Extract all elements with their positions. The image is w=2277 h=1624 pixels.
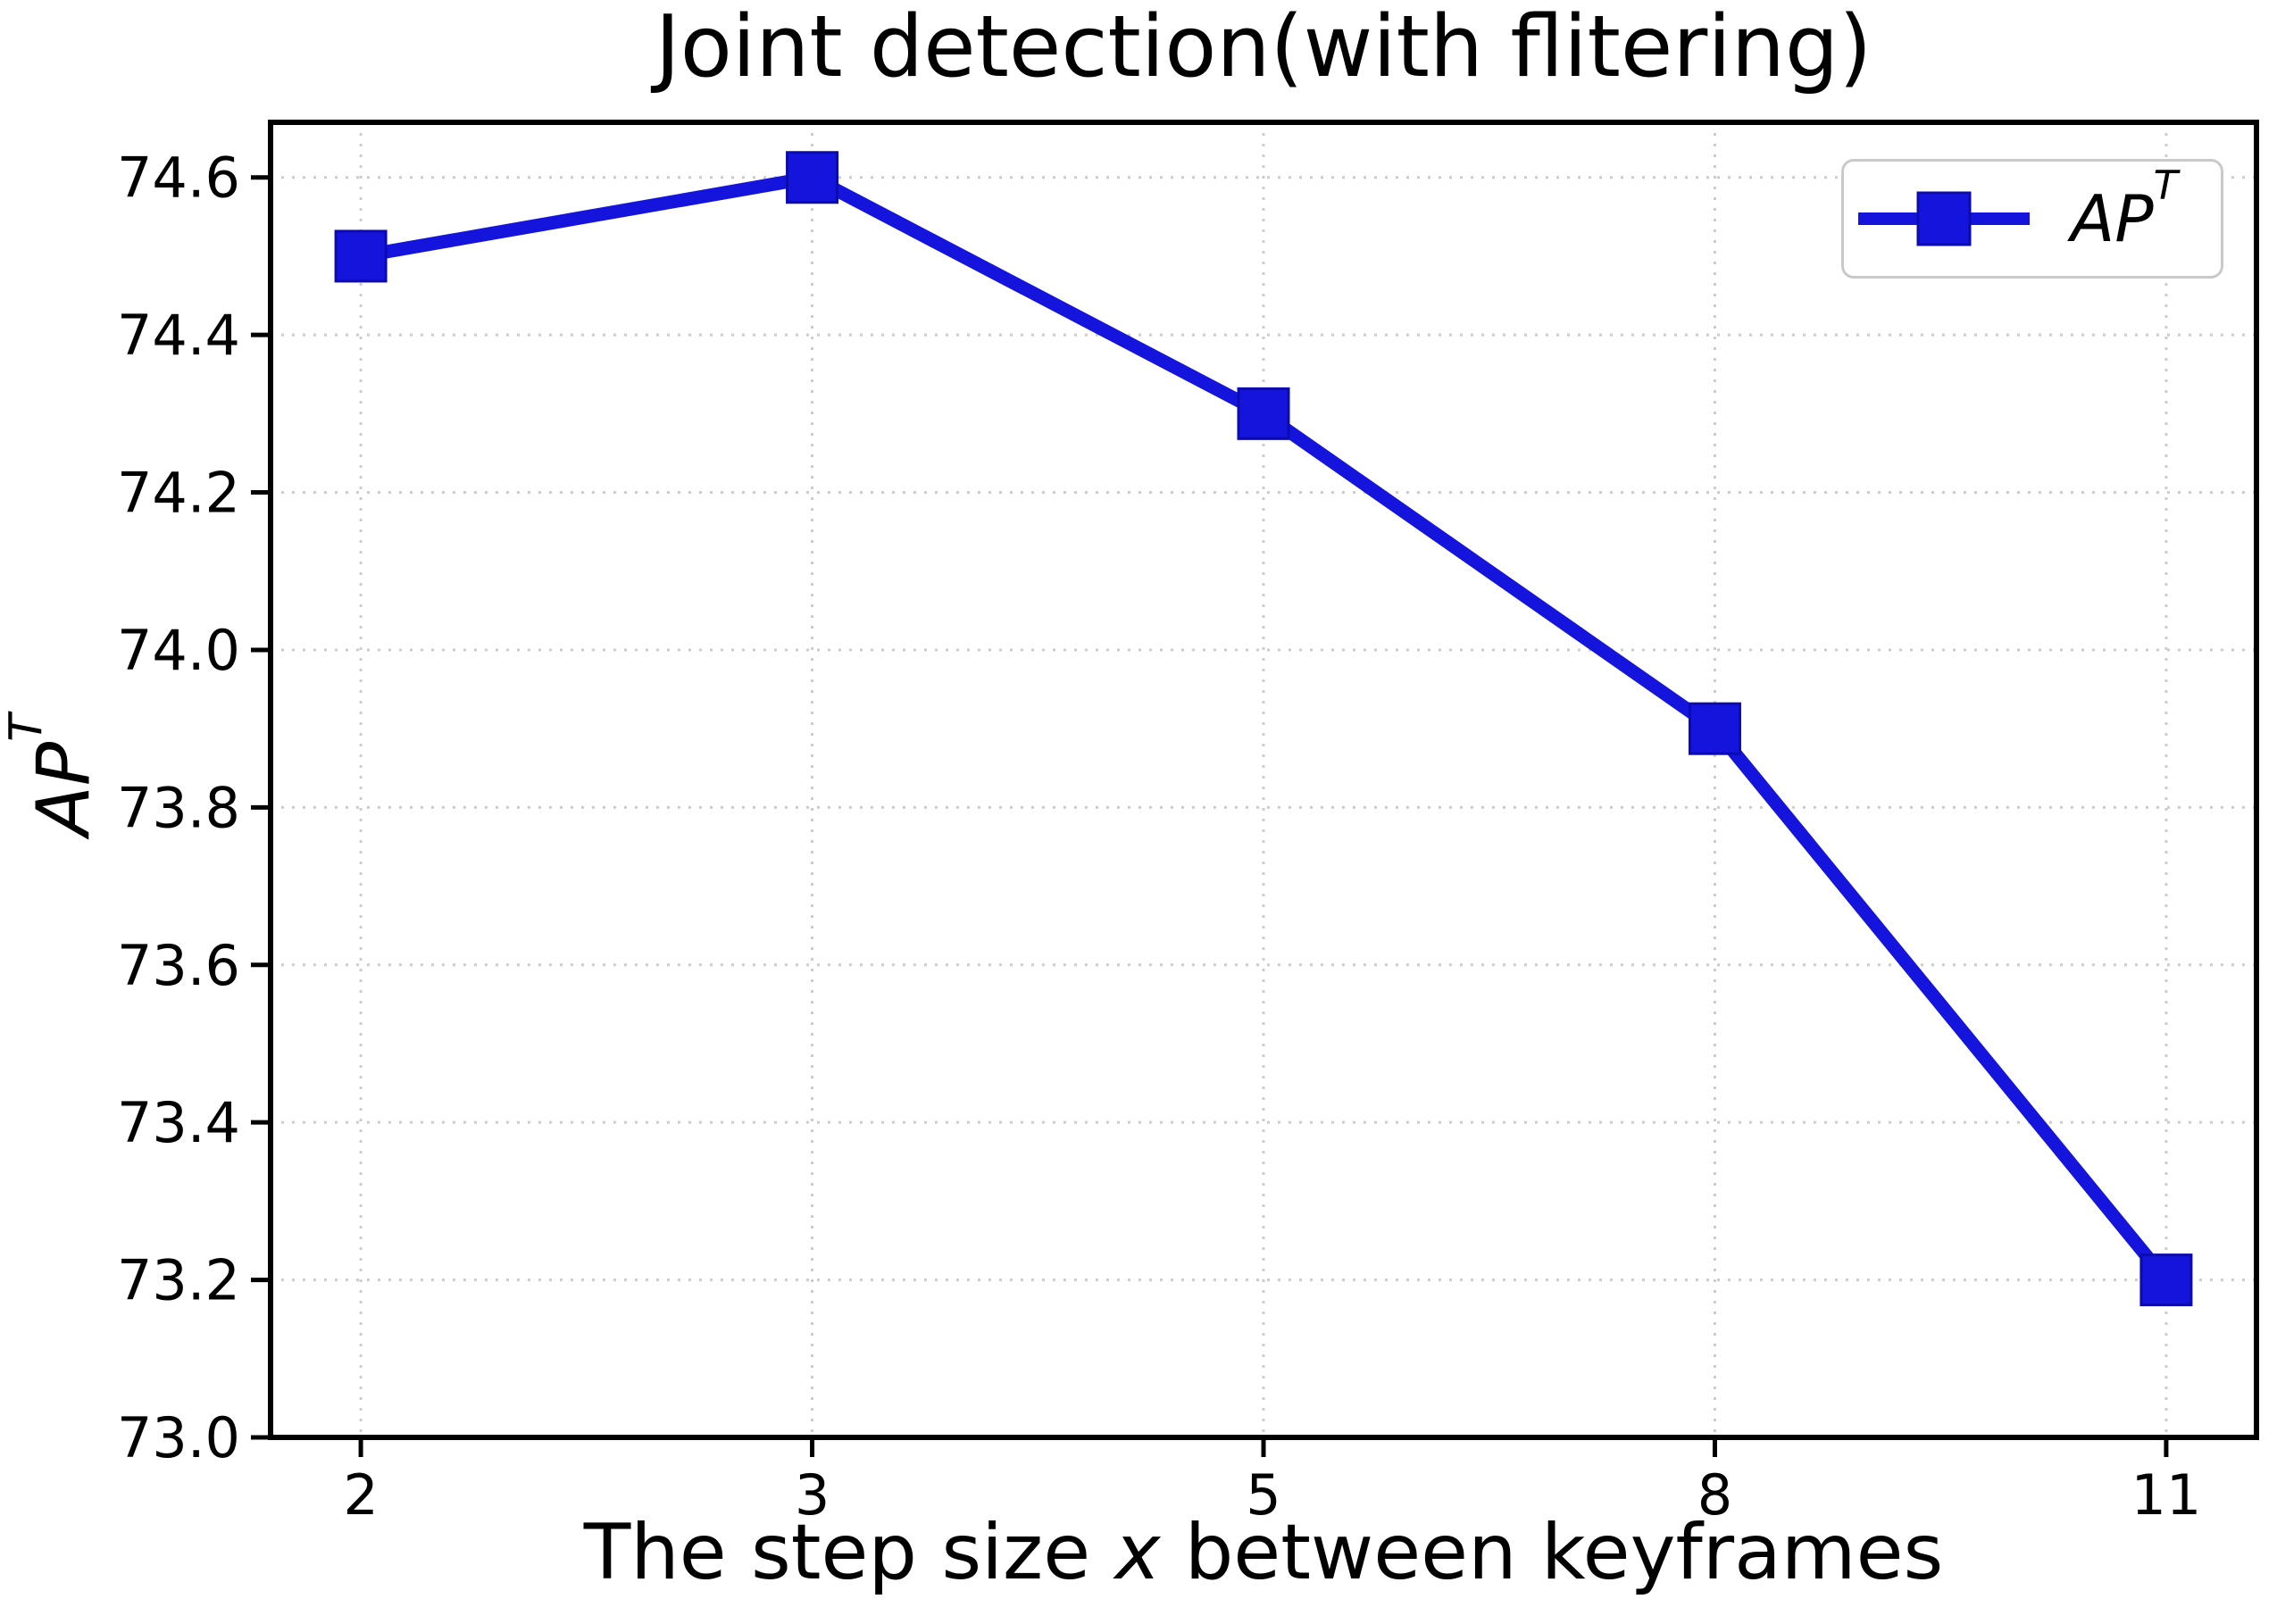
y-tick-label: 74.0 <box>117 618 240 683</box>
legend-label-superscript: T <box>2153 162 2178 209</box>
legend-line-marker-icon <box>1858 191 2030 246</box>
data-point-marker <box>786 151 839 204</box>
chart-title: Joint detection(with flitering) <box>655 0 1872 96</box>
y-tick-label: 73.2 <box>117 1248 240 1313</box>
x-axis-label-suffix: between keyframes <box>1160 1508 1944 1597</box>
legend-key-marker <box>1916 191 1972 246</box>
x-axis-label-prefix: The step size <box>583 1508 1115 1597</box>
y-tick-label: 73.6 <box>117 933 240 998</box>
y-tick-label: 74.4 <box>117 303 240 368</box>
legend: APT <box>1841 159 2223 279</box>
x-tick-label: 3 <box>795 1462 830 1528</box>
y-tick-label: 73.8 <box>117 775 240 840</box>
x-tick-label: 8 <box>1697 1462 1732 1528</box>
legend-label-base: AP <box>2071 181 2154 256</box>
y-tick-label: 73.0 <box>117 1405 240 1470</box>
y-tick-label: 74.6 <box>117 146 240 211</box>
y-axis-label-superscript: T <box>0 713 52 742</box>
y-tick-label: 74.2 <box>117 461 240 526</box>
x-axis-label-variable: x <box>1114 1508 1161 1597</box>
y-axis-label: APT <box>0 714 107 837</box>
legend-label: APT <box>2071 162 2178 256</box>
y-tick-label: 73.4 <box>117 1090 240 1155</box>
data-line <box>354 171 2173 1287</box>
x-tick-label: 2 <box>343 1462 378 1528</box>
data-point-marker <box>1237 387 1290 440</box>
data-point-marker <box>1688 702 1741 755</box>
x-tick-label: 5 <box>1246 1462 1280 1528</box>
data-point-marker <box>2139 1253 2193 1307</box>
plot-frame <box>268 120 2259 1440</box>
y-axis-label-base: AP <box>21 741 107 837</box>
x-axis-label: The step size x between keyframes <box>271 1511 2256 1595</box>
x-tick-label: 11 <box>2131 1462 2201 1528</box>
data-point-marker <box>334 229 388 283</box>
